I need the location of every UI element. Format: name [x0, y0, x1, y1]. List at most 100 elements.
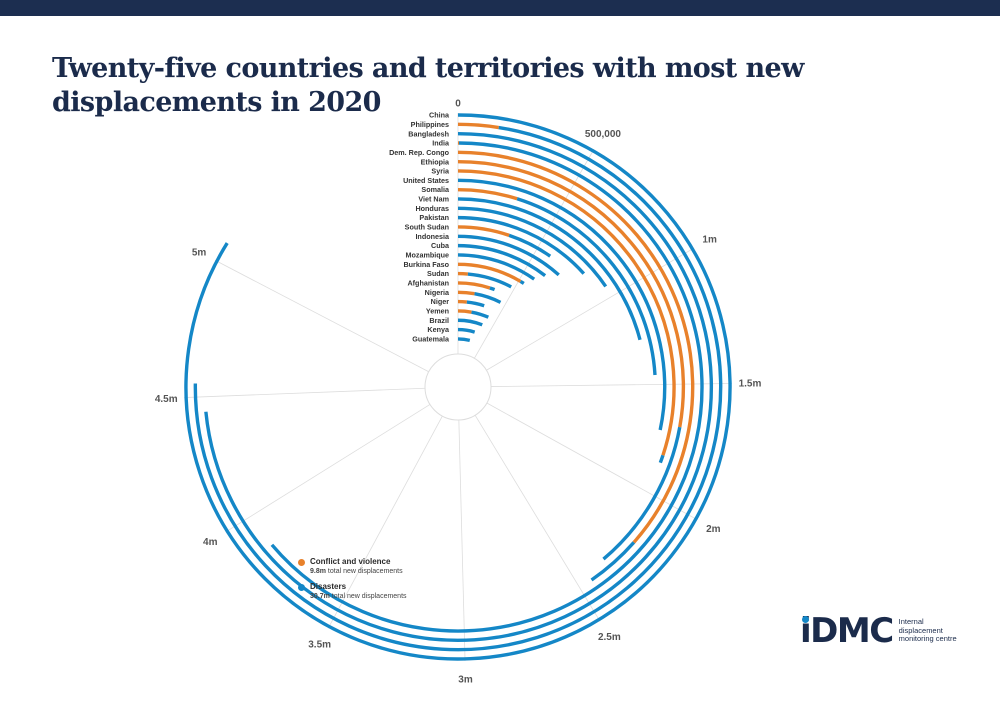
spoke-line — [225, 404, 431, 533]
country-label: Pakistan — [419, 213, 449, 222]
tick-label: 2.5m — [598, 632, 621, 643]
bar-disasters — [270, 141, 704, 633]
country-label: Philippines — [411, 120, 449, 129]
tick-label: 2m — [706, 524, 721, 535]
country-label: Syria — [431, 167, 450, 176]
spoke-line — [486, 402, 698, 521]
tick-label: 4.5m — [155, 394, 178, 405]
country-label: Indonesia — [415, 232, 450, 241]
legend: Conflict and violence 9.8m total new dis… — [298, 557, 407, 607]
bar-conflict — [457, 225, 510, 237]
logo-dot-icon — [802, 616, 809, 623]
bar-disasters — [457, 253, 536, 281]
country-label: Ethiopia — [421, 157, 450, 166]
spoke-line — [490, 383, 732, 387]
bar-disasters — [602, 426, 682, 561]
legend-conflict-sub: 9.8m total new displacements — [310, 567, 403, 576]
spoke-line — [327, 415, 443, 629]
bars — [184, 113, 732, 661]
country-label: Kenya — [427, 325, 450, 334]
bar-disasters — [457, 234, 560, 277]
bar-disasters — [457, 243, 547, 277]
bar-disasters — [508, 233, 552, 258]
tick-labels: 0 500,000 1m 1.5m 2m 2.5m 3m 3.5m 4m 4.5m 5m — [155, 99, 762, 686]
country-label: Bangladesh — [408, 129, 449, 138]
bar-disasters — [184, 113, 732, 661]
bar-disasters — [457, 206, 608, 288]
bar-disasters — [474, 292, 502, 304]
bar-conflict — [457, 290, 475, 296]
bar-conflict — [457, 309, 472, 314]
country-label: Sudan — [427, 269, 449, 278]
bar-disasters — [466, 300, 485, 308]
logo-text: Internal displacement monitoring centre — [898, 617, 957, 644]
bar-conflict — [457, 122, 500, 130]
bar-disasters — [457, 197, 642, 341]
bar-disasters — [193, 125, 723, 652]
tick-label: 3m — [458, 674, 473, 685]
bar-disasters — [471, 310, 490, 319]
bar-disasters — [457, 318, 483, 327]
legend-conflict-suffix: total new displacements — [327, 568, 403, 575]
spoke-line — [474, 415, 601, 622]
bar-conflict — [457, 150, 695, 544]
country-label: India — [432, 139, 450, 148]
country-label: Yemen — [426, 307, 449, 316]
legend-disasters-suffix: total new displacements — [331, 593, 407, 600]
tick-label: 0 — [455, 99, 461, 110]
country-label: Viet Nam — [418, 195, 449, 204]
header-bar — [0, 0, 1000, 16]
bar-conflict — [457, 159, 686, 428]
legend-conflict-label: Conflict and violence — [310, 557, 391, 566]
bar-disasters — [590, 541, 636, 582]
center-circle — [424, 353, 492, 421]
page-title: Twenty-five countries and territories wi… — [52, 53, 804, 118]
bar-conflict — [457, 169, 676, 456]
country-label: Nigeria — [425, 288, 450, 297]
country-label: Niger — [431, 297, 450, 306]
tick-label: 5m — [192, 247, 207, 258]
legend-disasters-total: 30.7m — [310, 593, 330, 600]
legend-item-conflict: Conflict and violence 9.8m total new dis… — [298, 557, 407, 576]
country-label: Dem. Rep. Congo — [389, 148, 450, 157]
tick-label: 4m — [203, 537, 218, 548]
bar-disasters — [519, 279, 525, 285]
country-label: Cuba — [431, 241, 450, 250]
tick-label: 1.5m — [739, 379, 762, 390]
country-label: Honduras — [415, 204, 449, 213]
country-label: China — [429, 111, 450, 120]
legend-disasters-sub: 30.7m total new displacements — [310, 592, 407, 601]
idmc-logo: iDMC Internal displacement monitoring ce… — [800, 614, 959, 648]
country-label: South Sudan — [405, 223, 449, 232]
bar-disasters — [467, 272, 512, 289]
bar-disasters — [516, 197, 657, 376]
legend-conflict-total: 9.8m — [310, 568, 326, 575]
disasters-dot-icon — [298, 584, 305, 591]
tick-label: 1m — [702, 234, 717, 245]
tick-label: 500,000 — [585, 129, 622, 140]
bar-disasters — [204, 131, 714, 642]
spoke-line — [458, 419, 466, 661]
country-label: Somalia — [421, 185, 450, 194]
spoke-line — [214, 259, 429, 373]
country-label: Burkina Faso — [403, 260, 449, 269]
bar-conflict — [457, 187, 518, 201]
legend-disasters-label: Disasters — [310, 582, 347, 591]
country-label: Afghanistan — [407, 279, 449, 288]
bar-conflict — [457, 281, 491, 290]
bar-disasters — [457, 337, 471, 343]
spoke-line — [184, 387, 426, 398]
tick-label: 3.5m — [308, 640, 331, 651]
bar-disasters — [489, 286, 496, 292]
bar-disasters — [658, 454, 665, 464]
country-label: United States — [403, 176, 449, 185]
country-label: Guatemala — [412, 335, 450, 344]
logo-mark: iDMC — [800, 611, 894, 651]
bar-conflict — [457, 262, 522, 283]
legend-item-disasters: Disasters 30.7m total new displacements — [298, 582, 407, 601]
bar-disasters — [457, 178, 667, 431]
country-label: Mozambique — [405, 251, 449, 260]
country-label: Brazil — [429, 316, 449, 325]
